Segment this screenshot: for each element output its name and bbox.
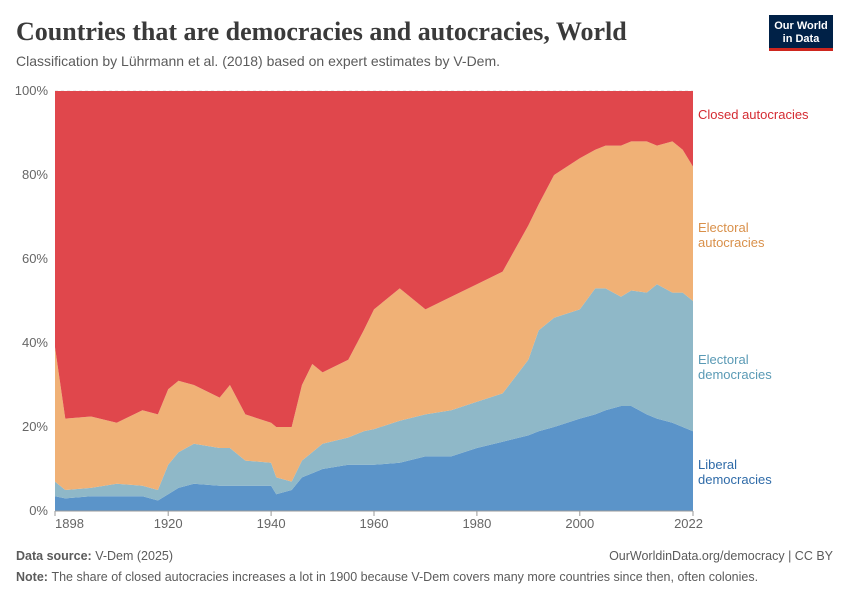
x-tick-label: 1940 xyxy=(257,516,286,531)
y-tick-label: 100% xyxy=(15,83,49,98)
url: OurWorldinData.org/democracy | CC BY xyxy=(609,549,834,563)
source-label-text: Data source: xyxy=(16,549,92,563)
y-tick-label: 80% xyxy=(22,167,48,182)
legend-label: Electoral democracies xyxy=(698,352,772,382)
y-tick-label: 60% xyxy=(22,251,48,266)
chart-subtitle: Classification by Lührmann et al. (2018)… xyxy=(16,53,500,69)
area xyxy=(55,91,693,427)
x-tick-label: 2000 xyxy=(565,516,594,531)
note-label: Note: xyxy=(16,570,48,584)
legend-label: Liberal democracies xyxy=(698,457,772,487)
note-text: The share of closed autocracies increase… xyxy=(51,570,758,584)
legend-label: Electoral autocracies xyxy=(698,220,765,250)
area xyxy=(55,141,693,490)
chart-title: Countries that are democracies and autoc… xyxy=(16,17,627,46)
x-tick-label: 1898 xyxy=(55,516,84,531)
logo[interactable]: Our World in Data xyxy=(769,15,833,51)
x-tick-label: 1920 xyxy=(154,516,183,531)
y-tick-label: 40% xyxy=(22,335,48,350)
y-tick-label: 20% xyxy=(22,419,48,434)
legend-label: Closed autocracies xyxy=(698,107,809,122)
x-tick-label: 2022 xyxy=(674,516,703,531)
y-tick-label: 0% xyxy=(29,503,48,518)
logo-text: Our World in Data xyxy=(774,20,828,45)
x-tick-label: 1980 xyxy=(462,516,491,531)
x-tick-label: 1960 xyxy=(360,516,389,531)
logo-underline xyxy=(769,48,833,51)
note: Note: The share of closed autocracies in… xyxy=(16,570,758,584)
source-label: Data source: V-Dem (2025) xyxy=(16,549,173,563)
logo-box xyxy=(769,15,833,50)
area xyxy=(55,284,693,501)
area xyxy=(55,406,693,511)
source-text: V-Dem (2025) xyxy=(95,549,173,563)
